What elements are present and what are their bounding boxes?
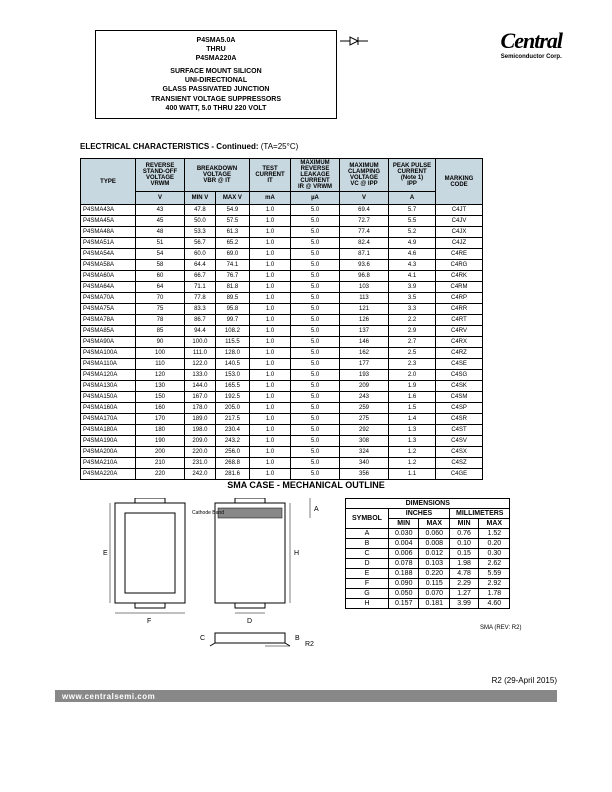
- table-row: B0.0040.0080.100.20: [346, 539, 510, 549]
- table-row: G0.0500.0701.271.78: [346, 589, 510, 599]
- hdr-line: THRU: [101, 45, 331, 54]
- svg-text:C: C: [200, 635, 205, 642]
- svg-text:R2: R2: [305, 641, 314, 648]
- table-row: P4SMA180A180198.0230.41.05.02921.3C4ST: [81, 425, 483, 436]
- product-header: P4SMA5.0A THRU P4SMA220A SURFACE MOUNT S…: [95, 30, 337, 119]
- svg-text:Cathode Band: Cathode Band: [192, 510, 224, 516]
- col-marking: MARKING CODE: [436, 159, 483, 205]
- table-row: P4SMA60A6066.776.71.05.096.84.1C4RK: [81, 271, 483, 282]
- table-row: P4SMA120A120133.0153.01.05.01932.0C4SG: [81, 370, 483, 381]
- table-row: H0.1570.1813.994.60: [346, 599, 510, 609]
- hdr-line: P4SMA220A: [101, 54, 331, 63]
- hdr-line: GLASS PASSIVATED JUNCTION: [101, 85, 331, 94]
- col-vbr: BREAKDOWN VOLTAGE: [197, 166, 237, 178]
- col-ipp: PEAK PULSE CURRENT (Note 1): [393, 163, 431, 181]
- table-row: P4SMA45A4550.057.51.05.072.75.5C4JV: [81, 216, 483, 227]
- table-row: P4SMA220A220242.0281.61.05.03561.1C4GE: [81, 469, 483, 480]
- electrical-characteristics-table: TYPE REVERSE STAND-OFF VOLTAGEVRWM BREAK…: [80, 158, 483, 480]
- diode-symbol-icon: [340, 35, 370, 50]
- table-row: P4SMA100A100111.0128.01.05.01622.5C4RZ: [81, 348, 483, 359]
- table-row: C0.0060.0120.150.30: [346, 549, 510, 559]
- table-row: P4SMA78A7886.799.71.05.01262.2C4RT: [81, 315, 483, 326]
- table-row: P4SMA130A130144.0165.51.05.02091.9C4SK: [81, 381, 483, 392]
- dimensions-table: DIMENSIONS SYMBOL INCHES MILLIMETERS MIN…: [345, 498, 510, 609]
- table-row: P4SMA85A8594.4108.21.05.01372.9C4RV: [81, 326, 483, 337]
- col-it: TEST CURRENT: [255, 166, 284, 178]
- hdr-line: TRANSIENT VOLTAGE SUPPRESSORS: [101, 95, 331, 104]
- brand-logo: Central Semiconductor Corp.: [501, 28, 562, 60]
- table-row: P4SMA110A110122.0140.51.05.01772.3C4SE: [81, 359, 483, 370]
- col-vc: MAXIMUM CLAMPING VOLTAGE: [348, 163, 380, 181]
- table-row: P4SMA170A170189.0217.51.05.02751.4C4SR: [81, 414, 483, 425]
- table-row: P4SMA51A5156.765.21.05.082.44.9C4JZ: [81, 238, 483, 249]
- table-row: P4SMA48A4853.361.31.05.077.45.2C4JX: [81, 227, 483, 238]
- hdr-line: SURFACE MOUNT SILICON: [101, 67, 331, 76]
- revision-date: R2 (29-April 2015): [492, 676, 557, 685]
- section-title-label: ELECTRICAL CHARACTERISTICS - Continued:: [80, 142, 259, 151]
- table-row: A0.0300.0600.761.52: [346, 529, 510, 539]
- table-row: P4SMA54A5460.069.01.05.087.14.6C4RE: [81, 249, 483, 260]
- section-condition: (TA=25°C): [261, 142, 299, 151]
- table-row: P4SMA190A190209.0243.21.05.03081.3C4SV: [81, 436, 483, 447]
- table-row: P4SMA160A160178.0205.01.05.02591.5C4SP: [81, 403, 483, 414]
- logo-text: Central: [501, 28, 562, 54]
- table-row: P4SMA70A7077.889.51.05.01133.5C4RP: [81, 293, 483, 304]
- sma-case-title: SMA CASE - MECHANICAL OUTLINE: [0, 480, 612, 490]
- table-row: P4SMA64A6471.181.81.05.01033.9C4RM: [81, 282, 483, 293]
- svg-text:A: A: [314, 506, 319, 513]
- table-row: P4SMA90A90100.0115.51.05.01462.7C4RX: [81, 337, 483, 348]
- table-row: F0.0900.1152.292.92: [346, 579, 510, 589]
- footer-url: www.centralsemi.com: [62, 692, 155, 701]
- hdr-line: P4SMA5.0A: [101, 36, 331, 45]
- col-type: TYPE: [81, 159, 136, 205]
- logo-subtitle: Semiconductor Corp.: [501, 54, 562, 60]
- svg-text:H: H: [294, 550, 299, 557]
- hdr-line: 400 WATT, 5.0 THRU 220 VOLT: [101, 104, 331, 113]
- svg-text:B: B: [295, 635, 300, 642]
- sma-revision: SMA (REV: R2): [480, 625, 521, 631]
- section-title: ELECTRICAL CHARACTERISTICS - Continued: …: [80, 142, 298, 151]
- hdr-line: UNI-DIRECTIONAL: [101, 76, 331, 85]
- table-row: P4SMA75A7583.395.81.05.01213.3C4RR: [81, 304, 483, 315]
- svg-text:E: E: [103, 550, 108, 557]
- table-row: P4SMA210A210231.0268.81.05.03401.2C4SZ: [81, 458, 483, 469]
- col-vrwm: REVERSE STAND-OFF VOLTAGE: [143, 163, 177, 181]
- col-ir: MAXIMUM REVERSE LEAKAGE CURRENT: [300, 160, 329, 184]
- table-row: P4SMA200A200220.0256.01.05.03241.2C4SX: [81, 447, 483, 458]
- table-row: E0.1880.2204.785.59: [346, 569, 510, 579]
- table-row: P4SMA43A4347.854.91.05.069.45.7C4JT: [81, 205, 483, 216]
- svg-text:F: F: [147, 618, 151, 625]
- table-row: P4SMA58A5864.474.11.05.093.64.3C4RG: [81, 260, 483, 271]
- mechanical-outline-drawing: E F Cathode Band H A D C B G R2: [100, 498, 320, 648]
- svg-text:D: D: [247, 618, 252, 625]
- table-row: D0.0780.1031.982.62: [346, 559, 510, 569]
- table-row: P4SMA150A150167.0192.51.05.02431.6C4SM: [81, 392, 483, 403]
